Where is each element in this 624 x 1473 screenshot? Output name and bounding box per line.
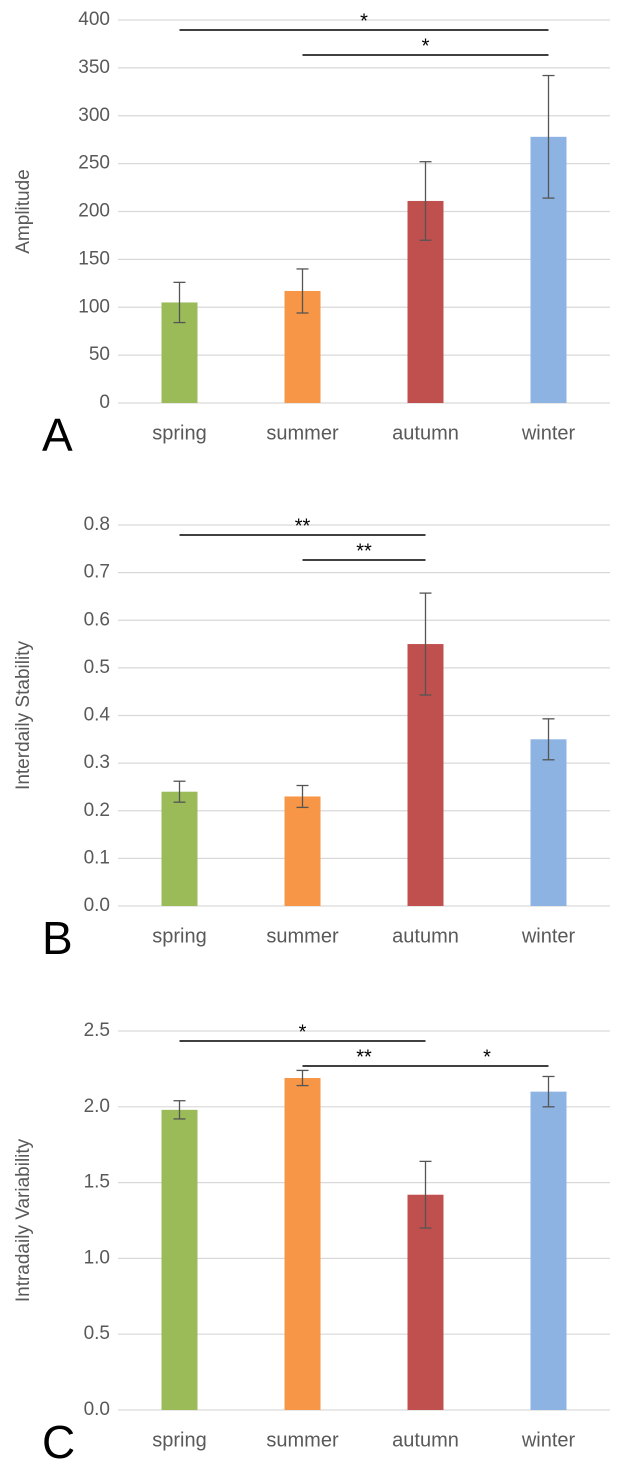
x-tick-label: spring: [152, 422, 206, 444]
significance-label: **: [356, 540, 372, 562]
y-tick-label: 100: [78, 296, 110, 317]
bar: [284, 1077, 321, 1410]
y-tick-label: 300: [78, 105, 110, 126]
bar: [161, 791, 198, 906]
significance-label: **: [356, 1046, 372, 1068]
y-tick-label: 0.2: [84, 800, 110, 821]
bar: [284, 796, 321, 906]
significance-label: *: [483, 1046, 491, 1068]
y-tick-label: 2.5: [84, 1020, 110, 1041]
y-tick-label: 0.0: [84, 895, 110, 916]
y-tick-label: 2.0: [84, 1096, 110, 1117]
y-tick-label: 200: [78, 201, 110, 222]
y-axis-label: Intradaily Variability: [13, 1138, 34, 1302]
x-tick-label: winter: [521, 422, 576, 444]
y-tick-label: 1.5: [84, 1172, 110, 1193]
y-tick-label: 0.1: [84, 847, 110, 868]
y-tick-label: 0.3: [84, 752, 110, 773]
bar: [530, 739, 567, 906]
x-tick-label: summer: [266, 925, 339, 947]
significance-label: *: [360, 10, 368, 32]
y-tick-label: 0.6: [84, 609, 110, 630]
y-tick-label: 0.5: [84, 1323, 110, 1344]
x-tick-label: summer: [266, 1429, 339, 1451]
y-tick-label: 0.5: [84, 657, 110, 678]
x-tick-label: summer: [266, 422, 339, 444]
y-tick-label: 250: [78, 153, 110, 174]
bar: [161, 1109, 198, 1410]
bar: [530, 1091, 567, 1410]
panel-label: B: [42, 912, 73, 964]
x-tick-label: winter: [521, 925, 576, 947]
y-tick-label: 0.7: [84, 562, 110, 583]
significance-label: **: [295, 515, 311, 537]
x-tick-label: spring: [152, 1429, 206, 1451]
bar: [407, 1194, 444, 1410]
y-tick-label: 1.0: [84, 1247, 110, 1268]
x-tick-label: spring: [152, 925, 206, 947]
x-tick-label: autumn: [392, 422, 459, 444]
y-tick-label: 0.0: [84, 1399, 110, 1420]
x-tick-label: autumn: [392, 925, 459, 947]
significance-label: *: [422, 35, 430, 57]
y-axis-label: Amplitude: [13, 169, 34, 254]
y-tick-label: 0: [99, 392, 110, 413]
panel-label: A: [42, 409, 73, 461]
x-tick-label: autumn: [392, 1429, 459, 1451]
y-tick-label: 0.4: [84, 705, 111, 726]
x-tick-label: winter: [521, 1429, 576, 1451]
y-tick-label: 0.8: [84, 514, 110, 535]
y-tick-label: 50: [89, 344, 110, 365]
significance-label: *: [299, 1021, 307, 1043]
panel-label: C: [42, 1416, 75, 1468]
y-tick-label: 150: [78, 248, 110, 269]
y-axis-label: Interdaily Stability: [13, 641, 34, 790]
y-tick-label: 400: [78, 9, 110, 30]
y-tick-label: 350: [78, 57, 110, 78]
